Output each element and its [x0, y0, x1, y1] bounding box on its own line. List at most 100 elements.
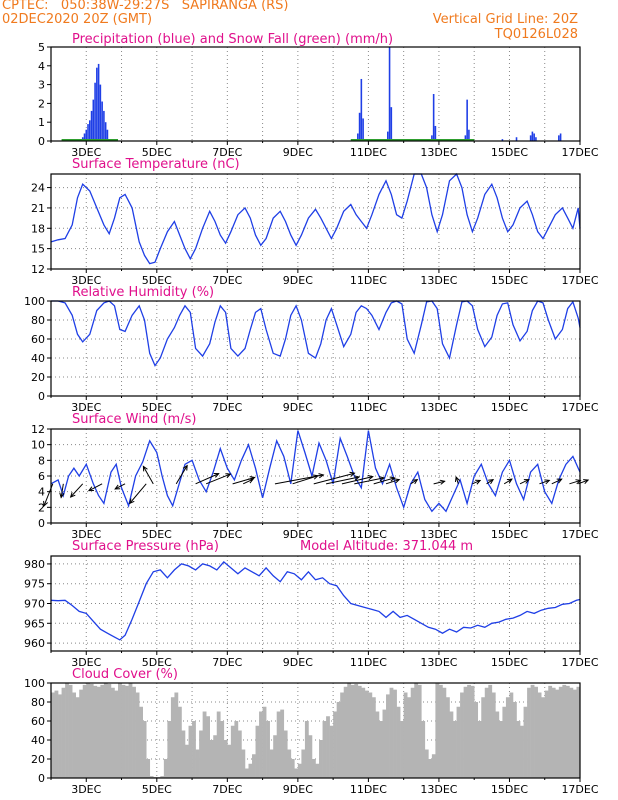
precipitation-panel: 0 1 2 3 4 5 3DEC 5DEC 7DEC 9DEC 11DEC 13DEC 15DEC 17D… — [38, 32, 599, 159]
temperature-ytick-label: 24 — [31, 182, 45, 195]
cloud-bar — [558, 686, 563, 778]
cloud-bar — [512, 702, 517, 778]
wind-vector-head — [583, 479, 590, 485]
wind-vector-head — [475, 479, 482, 485]
cloud-bar — [541, 697, 546, 778]
cloud-bar — [290, 759, 295, 778]
wind-vector — [232, 476, 255, 485]
cloud-bar — [523, 706, 528, 778]
cloud-bar — [195, 749, 200, 778]
cloud-cover-ytick-label: 0 — [38, 772, 45, 785]
precip-bar — [362, 118, 364, 141]
precipitation-ytick-label: 1 — [38, 116, 45, 129]
cloud-bar — [350, 684, 355, 778]
cloud-bar — [206, 716, 210, 778]
cloud-bar — [294, 768, 299, 778]
cloud-bar — [569, 687, 574, 778]
pressure-ytick-label: 980 — [24, 558, 45, 571]
cloud-cover-title: Cloud Cover (%) — [72, 667, 178, 682]
cloud-bar — [146, 759, 151, 778]
wind-vector — [410, 479, 418, 485]
cloud-cover-panel: 0 20 40 60 80 100 3DEC 5DEC 7DEC 9DEC 11DEC 13DEC 15… — [24, 667, 599, 796]
humidity-xtick-label: 13DEC — [420, 401, 457, 414]
temperature-ytick-label: 21 — [31, 202, 45, 215]
cloud-cover-ytick-label: 80 — [31, 696, 45, 709]
wind-line — [50, 430, 581, 513]
precip-bar — [88, 120, 91, 141]
pressure-title: Surface Pressure (hPa) — [72, 539, 219, 554]
cloud-bar — [280, 709, 285, 778]
cloud-bar — [248, 763, 253, 778]
cloud-bar — [230, 725, 235, 778]
humidity-ytick-label: 60 — [31, 333, 45, 346]
temperature-xtick-label: 11DEC — [350, 274, 387, 287]
cloud-bar — [315, 763, 320, 778]
cloud-cover-xtick-label: 3DEC — [71, 783, 101, 796]
cloud-bar — [442, 687, 447, 778]
precip-bar — [92, 99, 95, 141]
precipitation-xtick-label: 9DEC — [283, 146, 313, 159]
humidity-ytick-label: 80 — [31, 314, 45, 327]
cloud-bar — [463, 686, 468, 778]
cloud-bar — [51, 692, 55, 778]
precip-bar — [533, 133, 535, 141]
cloud-bar — [470, 685, 475, 778]
wind-vector-head — [523, 479, 530, 484]
precip-bar — [535, 137, 537, 141]
wind-vector-head — [87, 486, 94, 492]
cloud-bar — [311, 759, 316, 778]
wind-vector — [114, 483, 126, 490]
cloud-bar — [192, 721, 196, 778]
wind-xtick-label: 13DEC — [420, 528, 457, 541]
cloud-bar — [396, 706, 401, 778]
wind-vector-head — [318, 473, 325, 479]
wind-xtick-label: 17DEC — [561, 528, 598, 541]
cloud-bar — [304, 721, 309, 778]
cloud-bar — [435, 683, 440, 778]
cloud-cover-ytick-label: 60 — [31, 715, 45, 728]
wind-vector — [455, 476, 459, 484]
humidity-xtick-label: 17DEC — [561, 401, 598, 414]
header-model-code: TQ0126L028 — [494, 27, 578, 42]
wind-ytick-label: 10 — [31, 439, 45, 452]
cloud-bar — [382, 709, 387, 778]
wind-vector-head — [556, 478, 563, 484]
cloud-bar — [460, 692, 464, 778]
cloud-bar — [562, 684, 567, 778]
temperature-xtick-label: 7DEC — [212, 274, 242, 287]
cloud-bar — [100, 684, 105, 778]
wind-vector-head — [312, 474, 319, 480]
cloud-bar — [237, 730, 242, 778]
cloud-bar — [393, 689, 397, 778]
pressure-panel: 960 965 970 975 980 3DEC 5DEC 7DEC 9DEC 11DEC 13DE… — [24, 539, 599, 669]
cloud-bar — [400, 721, 404, 778]
humidity-panel: 0 20 40 60 80 100 3DEC 5DEC 7DEC 9DEC 11DEC 13DEC 15… — [24, 285, 599, 414]
wind-vector — [354, 477, 385, 485]
cloud-bar — [181, 730, 186, 778]
precipitation-xtick-label: 3DEC — [71, 146, 101, 159]
temperature-xtick-label: 13DEC — [420, 274, 457, 287]
cloud-bar — [414, 683, 419, 778]
cloud-bar — [322, 721, 327, 778]
wind-vector — [519, 479, 530, 485]
precipitation-ytick-label: 0 — [38, 135, 45, 148]
wind-vector-head — [114, 484, 121, 490]
temperature-xtick-label: 5DEC — [142, 274, 172, 287]
cloud-bar — [386, 694, 390, 778]
cloud-bar — [505, 697, 510, 778]
cloud-bar — [107, 683, 112, 778]
precipitation-xtick-label: 13DEC — [420, 146, 457, 159]
wind-vector-head — [213, 472, 220, 478]
wind-xtick-label: 11DEC — [350, 528, 387, 541]
cloud-bar — [125, 685, 129, 778]
cloud-bar — [96, 686, 101, 778]
cloud-bar — [551, 687, 556, 778]
cloud-bar — [544, 690, 549, 778]
wind-vector — [60, 483, 64, 498]
cloud-bar — [481, 697, 486, 778]
precip-bar — [357, 133, 359, 141]
cloud-bar — [174, 692, 179, 778]
temperature-panel: 12 15 18 21 24 3DEC 5DEC 7DEC 9DEC 11DEC 13DEC 15DE… — [31, 157, 599, 287]
wind-vector — [433, 480, 445, 485]
cloud-bar — [202, 711, 207, 778]
